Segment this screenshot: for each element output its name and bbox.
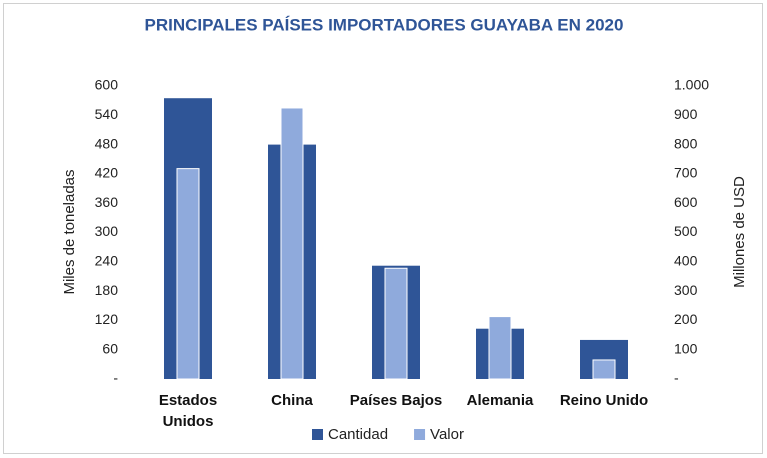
y-tick-label: 420	[95, 165, 119, 181]
y-tick-label: 360	[95, 194, 119, 210]
y-tick-label: -	[113, 370, 118, 386]
legend-label: Valor	[430, 426, 464, 443]
y2-tick-label: -	[674, 370, 679, 386]
y-tick-label: 540	[95, 106, 119, 122]
x-tick-label: Alemania	[466, 392, 534, 409]
y2-tick-label: 300	[674, 282, 698, 298]
y2-tick-label: 400	[674, 253, 698, 269]
y2-tick-label: 500	[674, 223, 698, 239]
bar	[176, 168, 200, 380]
y2-tick-label: 700	[674, 165, 698, 181]
y2-tick-label: 800	[674, 135, 698, 151]
y2-tick-label: 600	[674, 194, 698, 210]
x-tick-label: China	[271, 392, 313, 409]
bar	[592, 359, 616, 380]
x-tick-label: Países Bajos	[349, 392, 443, 409]
y2-tick-label: 100	[674, 340, 698, 356]
y2-axis-label: Millones de USD	[731, 176, 748, 288]
legend-swatch	[312, 429, 323, 440]
x-tick-label: Reino Unido	[559, 392, 649, 409]
y-tick-label: 120	[95, 311, 119, 327]
bar	[280, 107, 304, 380]
y-tick-label: 480	[95, 135, 119, 151]
y-tick-label: 600	[95, 77, 119, 93]
y-tick-label: 60	[102, 340, 118, 356]
bar	[384, 267, 408, 380]
y-axis-label: Miles de toneladas	[61, 169, 78, 294]
y2-tick-label: 200	[674, 311, 698, 327]
x-tick-label: Estados Unidos	[158, 392, 218, 430]
y2-tick-label: 1.000	[674, 77, 709, 93]
chart-title: PRINCIPALES PAÍSES IMPORTADORES GUAYABA …	[145, 15, 624, 34]
bar	[488, 316, 512, 380]
legend-label: Cantidad	[328, 426, 388, 443]
y-tick-label: 240	[95, 253, 119, 269]
y-tick-label: 300	[95, 223, 119, 239]
legend-swatch	[414, 429, 426, 440]
y-tick-label: 180	[95, 282, 119, 298]
y2-tick-label: 900	[674, 106, 698, 122]
